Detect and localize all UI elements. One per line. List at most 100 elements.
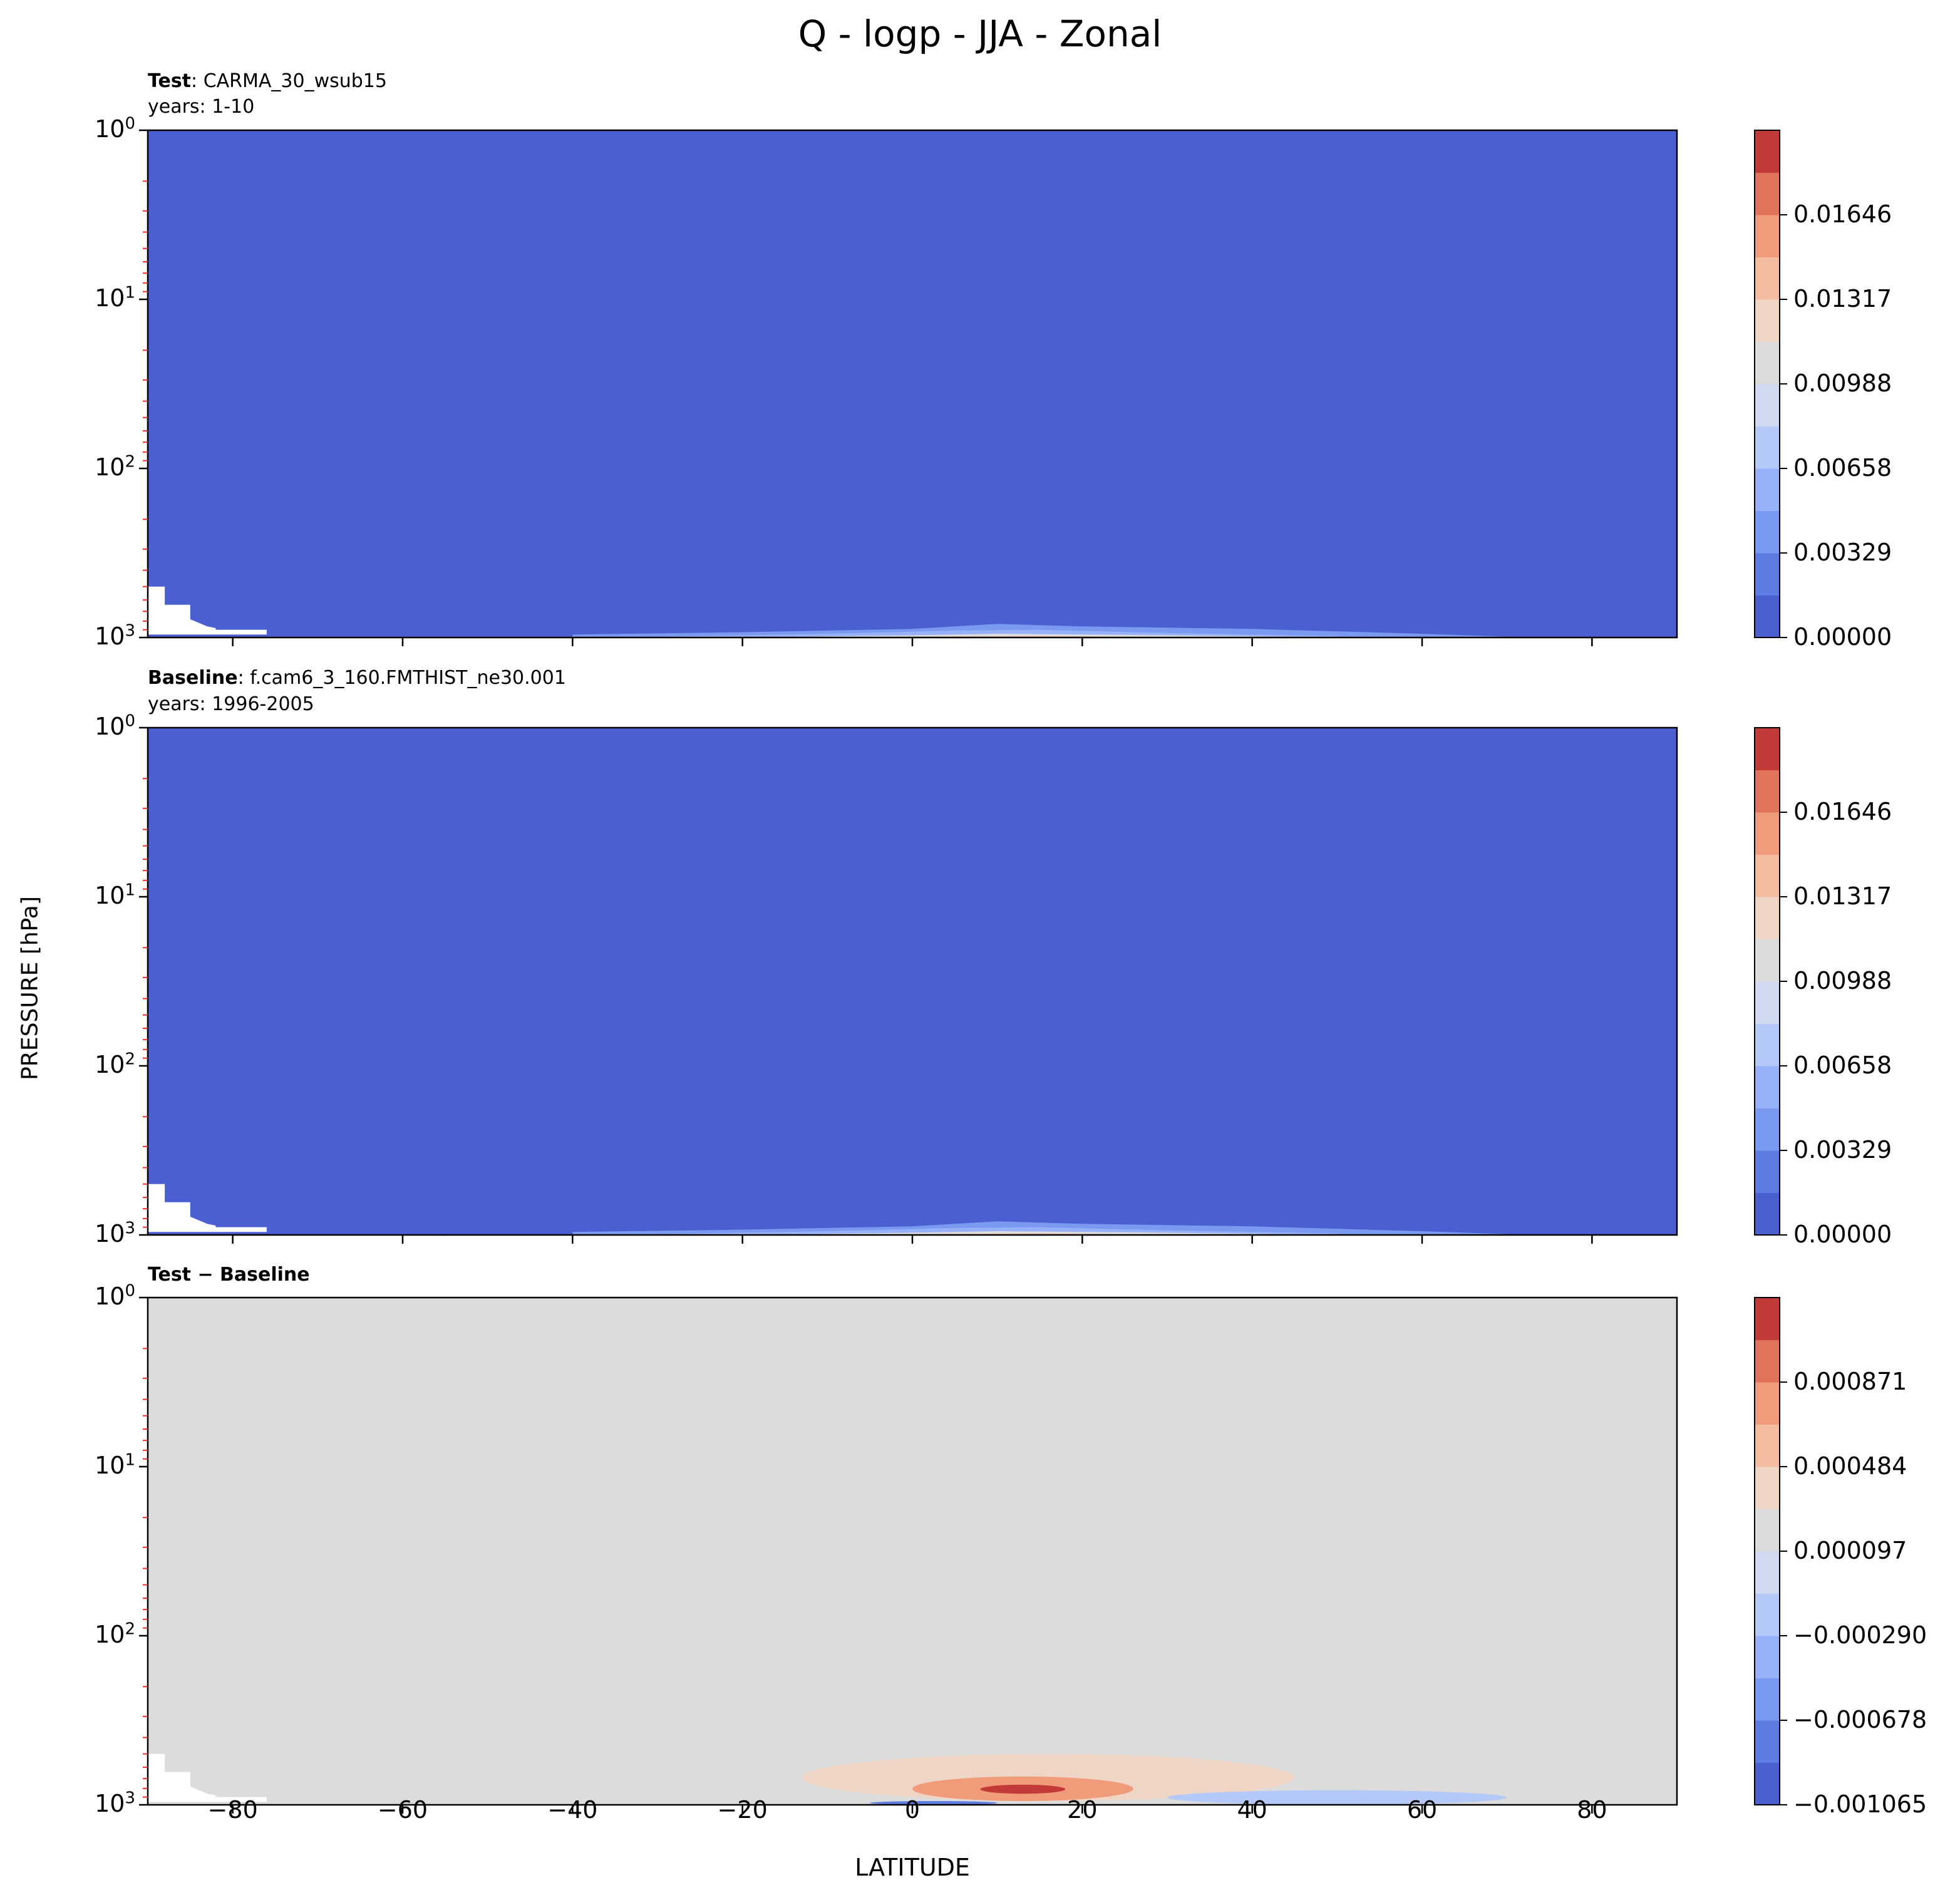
panel-1-colorbar-segment (1755, 595, 1780, 638)
panel-3-colorbar-segment (1755, 1636, 1780, 1678)
panel-1-subtitle: Test: CARMA_30_wsub15 (148, 70, 387, 93)
panel-1-colorbar-segment (1755, 215, 1780, 257)
panel-1-colorbar-label: 0.00988 (1793, 369, 1892, 397)
panel-1-colorbar-segment (1755, 341, 1780, 385)
panel-3-colorbar-segment (1755, 1509, 1780, 1552)
panel-2-colorbar-segment (1755, 1192, 1780, 1236)
panel-3-colorbar-label: 0.000871 (1793, 1368, 1907, 1395)
panel-1-missing-data-region (148, 586, 267, 638)
panel-3-colorbar-label: −0.000290 (1793, 1621, 1927, 1649)
panel-1-field (148, 130, 1677, 638)
figure-title: Q - logp - JJA - Zonal (798, 13, 1162, 55)
panel-2-colorbar-segment (1755, 1066, 1780, 1108)
x-axis-label: LATITUDE (855, 1854, 970, 1881)
panel-3-colorbar-segment (1755, 1720, 1780, 1763)
panel-3-colorbar-label: 0.000484 (1793, 1452, 1907, 1480)
panel-2-contour-3 (742, 1231, 1295, 1235)
panel-3-colorbar-segment (1755, 1424, 1780, 1467)
panel-1-ytick-label: 102 (95, 452, 135, 481)
panel-2-colorbar-segment (1755, 728, 1780, 770)
panel-3-colorbar-segment (1755, 1340, 1780, 1383)
panel-3-colorbar-segment (1755, 1678, 1780, 1721)
panel-3-colorbar-segment (1755, 1551, 1780, 1594)
panel-3-background-fill (148, 1298, 1677, 1805)
separator: : (237, 667, 244, 689)
panel-2-colorbar-label: 0.01646 (1793, 798, 1892, 825)
panel-1-colorbar-segment (1755, 510, 1780, 554)
panel-2-subtitle: Baseline: f.cam6_3_160.FMTHIST_ne30.001 (148, 667, 566, 689)
panel-3-ytick-label: 102 (95, 1619, 135, 1648)
panel-1-ytick-label: 101 (95, 283, 135, 312)
panel-3-ytick-label: 103 (95, 1789, 135, 1817)
panel-2-years: years: 1996-2005 (148, 693, 314, 715)
panel-3-subtitle: Test − Baseline (148, 1264, 310, 1286)
panel-3-missing-data-region (148, 1753, 267, 1805)
xtick-label: −80 (207, 1796, 258, 1824)
panel-3-anomaly-4 (870, 1800, 998, 1805)
panel-1-colorbar-segment (1755, 299, 1780, 342)
panel-2-colorbar-segment (1755, 854, 1780, 897)
panel-3-colorbar-segment (1755, 1467, 1780, 1509)
panel-3-colorbar-label: −0.000678 (1793, 1706, 1927, 1733)
xtick-label: −60 (377, 1796, 428, 1824)
panel-1-colorbar-segment (1755, 172, 1780, 215)
panel-3-colorbar-segment (1755, 1593, 1780, 1636)
panel-3-colorbar-segment (1755, 1382, 1780, 1425)
panel-2-case-label: Baseline (148, 667, 238, 689)
panel-1-colorbar-segment (1755, 130, 1780, 173)
panel-2-colorbar-segment (1755, 1023, 1780, 1066)
panel-2-ytick-label: 100 (95, 711, 135, 740)
panel-1-case-name: CARMA_30_wsub15 (203, 70, 387, 92)
xtick-label: 40 (1237, 1796, 1267, 1824)
panel-1-colorbar-label: 0.00658 (1793, 454, 1892, 482)
panel-3-field (148, 1298, 1677, 1805)
panel-2-colorbar-segment (1755, 981, 1780, 1024)
panel-1-ytick-label: 100 (95, 114, 135, 143)
panel-1-case-label: Test (148, 70, 192, 92)
xtick-label: 80 (1577, 1796, 1607, 1824)
xtick-label: 0 (904, 1796, 921, 1824)
panel-3-colorbar-segment (1755, 1762, 1780, 1805)
panel-2-missing-data-region (148, 1184, 267, 1235)
panel-1-colorbar-segment (1755, 553, 1780, 596)
panel-2-colorbar-label: 0.00329 (1793, 1136, 1892, 1164)
panel-1-contour-0 (428, 612, 1677, 638)
panel-2-colorbar-label: 0.00000 (1793, 1221, 1892, 1248)
panel-2-case-name: f.cam6_3_160.FMTHIST_ne30.001 (250, 667, 566, 689)
panel-1-years: years: 1-10 (148, 96, 255, 118)
panel-2-colorbar-label: 0.00658 (1793, 1051, 1892, 1079)
panel-1-colorbar-label: 0.01317 (1793, 285, 1892, 312)
panel-1-colorbar-segment (1755, 384, 1780, 426)
panel-2-colorbar-segment (1755, 1150, 1780, 1193)
xtick-label: −40 (547, 1796, 598, 1824)
panel-1-colorbar-label: 0.00329 (1793, 539, 1892, 566)
panel-1-colorbar-label: 0.01646 (1793, 200, 1892, 228)
xtick-label: 20 (1067, 1796, 1098, 1824)
panel-2-colorbar-segment (1755, 1108, 1780, 1151)
panel-3-ytick-label: 101 (95, 1450, 135, 1479)
panel-2-colorbar-label: 0.00988 (1793, 967, 1892, 994)
panel-3-colorbar-label: −0.001065 (1793, 1790, 1927, 1818)
panel-1-colorbar-segment (1755, 257, 1780, 300)
panel-2-field (148, 728, 1677, 1235)
panel-2-colorbar-segment (1755, 770, 1780, 813)
panel-1-background-fill (148, 130, 1677, 638)
panel-1-ytick-label: 103 (95, 621, 135, 650)
panel-2-colorbar-label: 0.01317 (1793, 882, 1892, 910)
panel-3-colorbar-segment (1755, 1298, 1780, 1340)
panel-2-colorbar-segment (1755, 812, 1780, 855)
xtick-label: 60 (1406, 1796, 1438, 1824)
panel-3-anomaly-3 (1167, 1790, 1507, 1805)
panel-2-colorbar-segment (1755, 897, 1780, 939)
panel-1-colorbar-label: 0.00000 (1793, 623, 1892, 651)
panel-2-background-fill (148, 728, 1677, 1235)
panel-2-ytick-label: 102 (95, 1050, 135, 1078)
panel-1-colorbar-segment (1755, 468, 1780, 511)
separator: : (191, 70, 198, 92)
panel-2-ytick-label: 103 (95, 1219, 135, 1247)
panel-3-anomaly-2 (980, 1784, 1066, 1794)
panel-3-case-label: Test − Baseline (148, 1264, 310, 1286)
panel-3-colorbar-label: 0.000097 (1793, 1537, 1907, 1564)
panel-1-contour-3 (742, 634, 1295, 638)
